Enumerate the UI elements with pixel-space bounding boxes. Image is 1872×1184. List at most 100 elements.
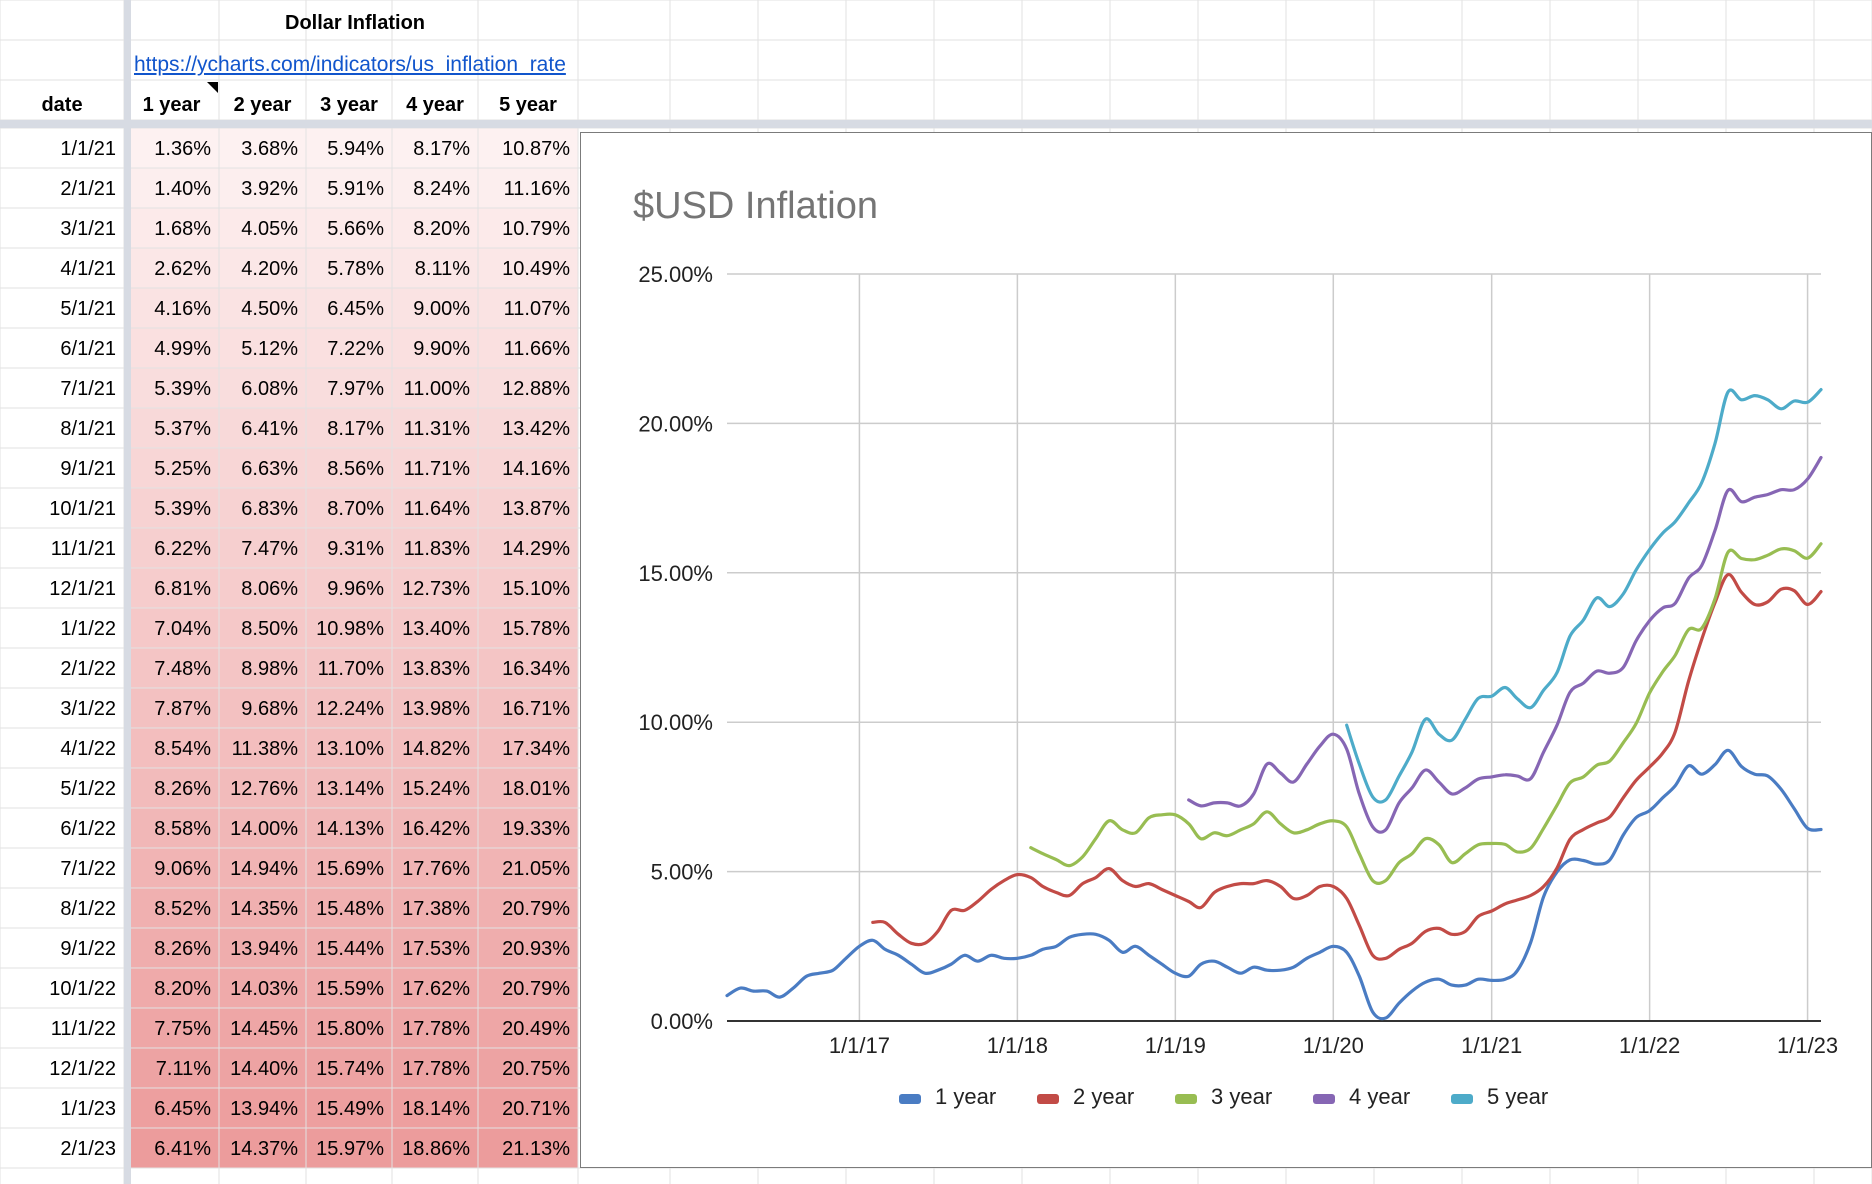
heat-cell-bg [306,168,392,208]
value-cell: 13.14% [316,778,384,800]
value-cell: 6.83% [241,498,298,520]
heat-cell-bg [219,688,306,728]
value-cell: 8.50% [241,618,298,640]
value-cell: 18.14% [402,1098,470,1120]
heat-cell-bg [392,848,478,888]
series-line-4-year [1187,455,1823,834]
heat-cell-bg [124,168,219,208]
value-cell: 15.78% [502,618,570,640]
heat-cell-bg [124,248,219,288]
value-cell: 14.29% [502,538,570,560]
value-cell: 20.49% [502,1018,570,1040]
value-cell: 14.16% [502,458,570,480]
value-cell: 6.63% [241,458,298,480]
series-line-1-year [725,748,1823,1021]
heat-cell-bg [392,1128,478,1168]
heat-cell-bg [306,568,392,608]
x-tick-label: 1/1/22 [1619,1033,1680,1058]
heat-cell-bg [306,328,392,368]
value-cell: 17.38% [402,898,470,920]
value-cell: 4.99% [154,338,211,360]
legend-label: 5 year [1487,1084,1548,1109]
value-cell: 11.71% [403,458,470,480]
heat-cell-bg [306,768,392,808]
value-cell: 5.25% [154,458,211,480]
heat-cell-bg [219,408,306,448]
value-cell: 6.81% [154,578,211,600]
heat-cell-bg [219,448,306,488]
value-cell: 15.80% [316,1018,384,1040]
date-cell: 11/1/22 [50,1018,116,1040]
heat-cell-bg [306,1008,392,1048]
heat-cell-bg [478,368,578,408]
heat-cell-bg [392,968,478,1008]
value-cell: 5.39% [154,378,211,400]
heat-cell-bg [478,848,578,888]
value-cell: 8.52% [154,898,211,920]
sheet-title: Dollar Inflation [285,12,425,34]
value-cell: 6.08% [241,378,298,400]
heat-cell-bg [219,568,306,608]
date-cell: 2/1/23 [60,1138,116,1160]
heat-cell-bg [478,408,578,448]
heat-cell-bg [219,208,306,248]
date-cell: 5/1/22 [60,778,116,800]
value-cell: 10.87% [502,138,570,160]
heat-cell-bg [392,528,478,568]
heat-cell-bg [478,128,578,168]
value-cell: 17.53% [402,938,470,960]
value-cell: 13.83% [402,658,470,680]
value-cell: 1.68% [154,218,211,240]
series-line-2-year [871,572,1823,961]
value-cell: 16.34% [502,658,570,680]
value-cell: 5.12% [241,338,298,360]
heat-cell-bg [478,928,578,968]
heat-cell-bg [124,608,219,648]
heat-cell-bg [124,208,219,248]
heat-cell-bg [392,448,478,488]
heat-cell-bg [478,328,578,368]
inflation-chart[interactable]: $USD Inflation 0.00% 5.00% 10.00% 15.00% 20.… [580,132,1872,1168]
value-cell: 15.48% [316,898,384,920]
date-cell: 6/1/22 [60,818,116,840]
comment-indicator[interactable] [207,82,218,93]
series-line-3-year [1029,542,1823,885]
value-cell: 12.88% [502,378,570,400]
value-cell: 6.22% [154,538,211,560]
value-cell: 17.78% [402,1018,470,1040]
heat-cell-bg [124,848,219,888]
heat-cell-bg [124,888,219,928]
heat-cell-bg [392,648,478,688]
heat-cell-bg [478,608,578,648]
value-cell: 17.34% [502,738,570,760]
value-cell: 8.58% [154,818,211,840]
legend-label: 4 year [1349,1084,1410,1109]
value-cell: 12.24% [316,698,384,720]
value-cell: 3.92% [241,178,298,200]
legend-label: 2 year [1073,1084,1134,1109]
value-cell: 4.16% [154,298,211,320]
heat-cell-bg [124,728,219,768]
heat-cell-bg [478,448,578,488]
heat-cell-bg [219,1128,306,1168]
legend-swatch [1175,1094,1197,1104]
value-cell: 19.33% [502,818,570,840]
heat-cell-bg [124,688,219,728]
value-cell: 20.93% [502,938,570,960]
value-cell: 21.13% [502,1138,570,1160]
series-line-5-year [1345,388,1823,804]
value-cell: 11.83% [403,538,470,560]
legend-label: 3 year [1211,1084,1272,1109]
heat-cell-bg [392,1048,478,1088]
value-cell: 14.00% [230,818,298,840]
value-cell: 8.20% [413,218,470,240]
heat-cell-bg [124,528,219,568]
heat-cell-bg [478,808,578,848]
date-cell: 7/1/21 [60,378,116,400]
date-cell: 12/1/22 [49,1058,116,1080]
heat-cell-bg [306,488,392,528]
source-link[interactable]: https://ycharts.com/indicators/us_inflat… [134,53,566,76]
date-cell: 6/1/21 [60,338,116,360]
column-header: 4 year [406,94,464,116]
x-tick-label: 1/1/18 [987,1033,1048,1058]
